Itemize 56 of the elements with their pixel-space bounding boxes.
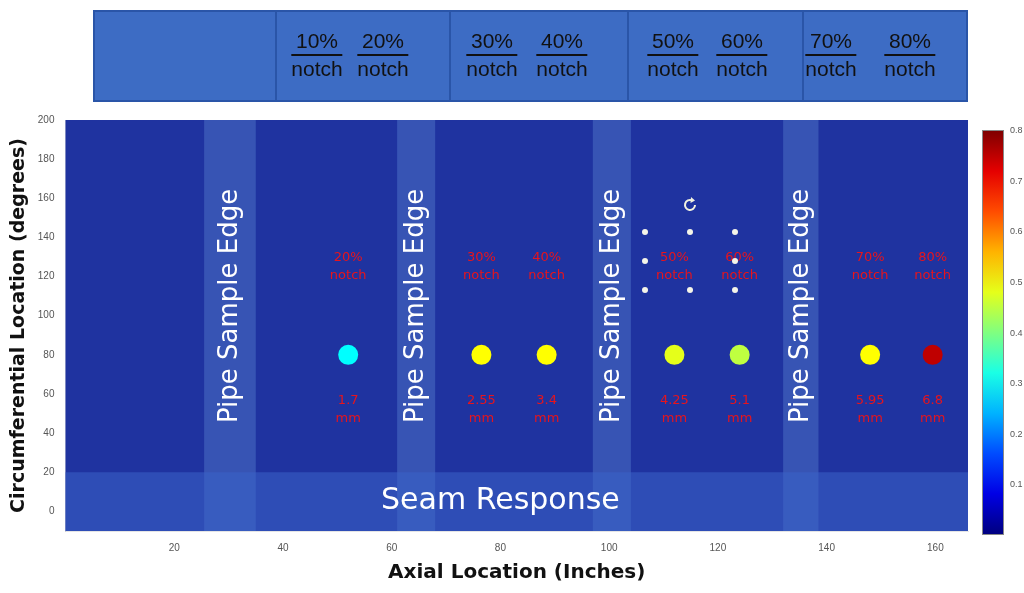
x-tick-label: 160 <box>927 541 945 553</box>
y-tick-label: 40 <box>43 426 55 438</box>
annotation: 40% notch <box>528 249 565 283</box>
annotation: 30% notch <box>463 249 500 283</box>
text: 60% notch <box>716 28 768 82</box>
color-bar-label: 0.1 <box>1010 479 1023 490</box>
x-tick-label: 20 <box>168 541 181 553</box>
y-tick-label: 120 <box>37 270 55 282</box>
text: 10% notch <box>291 28 343 82</box>
annotation: 70% notch <box>851 249 889 283</box>
text: 40% notch <box>536 28 588 82</box>
band-label: Pipe Sample Edge <box>783 188 814 424</box>
color-bar-label: 0.6 <box>1010 226 1023 237</box>
band-label: Pipe Sample Edge <box>594 188 625 424</box>
band-label: Seam Response <box>381 481 620 517</box>
band-label: Pipe Sample Edge <box>212 188 243 424</box>
text: 20% notch <box>357 28 409 82</box>
x-axis-title: Axial Location (Inches) <box>388 559 646 584</box>
text: 50% notch <box>647 28 699 82</box>
text: 80% notch <box>884 28 936 82</box>
y-axis-title: Circumferential Location (degrees) <box>6 138 29 513</box>
y-tick-label: 100 <box>37 309 55 321</box>
y-tick-label: 180 <box>37 152 55 164</box>
x-tick-label: 120 <box>709 541 727 553</box>
color-bar-label: 0.5 <box>1010 276 1023 287</box>
color-bar-label: 0.2 <box>1010 428 1023 439</box>
annotation: 6.8 mm <box>920 392 946 426</box>
annotation: 60% notch <box>721 249 758 283</box>
y-tick-label: 200 <box>37 113 55 125</box>
annotation: 1.7 mm <box>335 392 361 426</box>
y-tick-label: 0 <box>48 505 55 517</box>
x-tick-label: 140 <box>818 541 836 553</box>
text: 30% notch <box>466 28 518 82</box>
annotation: 20% notch <box>329 249 367 283</box>
color-bar-label: 0.4 <box>1010 327 1023 338</box>
annotation: 3.4 mm <box>533 392 560 426</box>
text: 70% notch <box>805 28 857 82</box>
y-tick-label: 160 <box>37 192 55 204</box>
color-bar-label: 0.3 <box>1010 378 1023 389</box>
annotation: 80% notch <box>914 249 951 283</box>
y-tick-label: 80 <box>43 348 55 360</box>
annotation: 5.95 mm <box>855 392 885 426</box>
y-tick-label: 140 <box>37 231 55 243</box>
color-bar-label: 0.7 <box>1010 175 1023 186</box>
annotation: 5.1 mm <box>726 392 753 426</box>
annotation: 50% notch <box>656 249 693 283</box>
x-tick-label: 80 <box>494 541 507 553</box>
annotation: 2.55 mm <box>466 392 496 426</box>
x-tick-label: 100 <box>600 541 618 553</box>
y-tick-label: 60 <box>43 387 55 399</box>
x-tick-label: 60 <box>386 541 398 553</box>
color-bar-label: 0.8 <box>1010 125 1023 135</box>
x-tick-label: 40 <box>277 541 289 553</box>
y-tick-label: 20 <box>43 466 55 478</box>
band-label: Pipe Sample Edge <box>398 188 429 424</box>
annotation: 4.25 mm <box>659 392 689 426</box>
